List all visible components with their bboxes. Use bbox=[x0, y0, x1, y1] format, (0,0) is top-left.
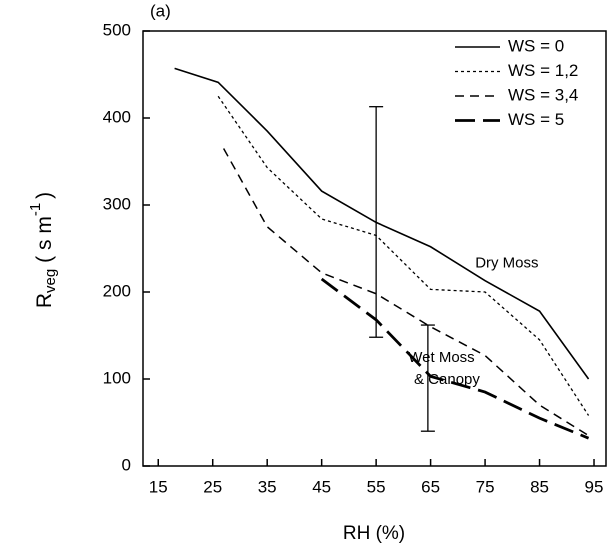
x-tick-label: 55 bbox=[367, 477, 386, 496]
y-tick-label: 200 bbox=[103, 281, 131, 300]
y-tick-label: 400 bbox=[103, 107, 131, 126]
x-tick-label: 35 bbox=[258, 477, 277, 496]
annotation: Dry Moss bbox=[475, 254, 538, 271]
x-tick-label: 15 bbox=[149, 477, 168, 496]
legend-label: WS = 5 bbox=[508, 110, 564, 129]
x-tick-label: 65 bbox=[421, 477, 440, 496]
y-label-sup: -1 bbox=[27, 203, 44, 216]
y-label-end: ) bbox=[33, 192, 56, 199]
y-tick-label: 300 bbox=[103, 194, 131, 213]
legend-label: WS = 1,2 bbox=[508, 61, 578, 80]
x-tick-label: 75 bbox=[476, 477, 495, 496]
x-tick-label: 85 bbox=[530, 477, 549, 496]
y-tick-label: 0 bbox=[122, 455, 131, 474]
annotation: & Canopy bbox=[414, 371, 480, 388]
y-label-rest: ( s m bbox=[33, 216, 56, 263]
panel-label: (a) bbox=[150, 1, 171, 20]
x-tick-label: 45 bbox=[312, 477, 331, 496]
x-tick-label: 95 bbox=[585, 477, 604, 496]
legend-label: WS = 3,4 bbox=[508, 85, 578, 104]
x-axis-label: RH (%) bbox=[343, 523, 405, 544]
y-tick-label: 500 bbox=[103, 20, 131, 39]
annotation: Wet Moss bbox=[408, 349, 474, 366]
plot-frame bbox=[142, 30, 607, 467]
x-tick-label: 25 bbox=[203, 477, 222, 496]
y-label-main: R bbox=[33, 293, 56, 308]
legend-label: WS = 0 bbox=[508, 36, 564, 55]
y-tick-label: 100 bbox=[103, 368, 131, 387]
series-line bbox=[222, 148, 589, 437]
y-axis-label: Rveg ( s m-1) bbox=[27, 192, 59, 308]
series-line bbox=[320, 277, 590, 440]
series-line bbox=[217, 95, 590, 416]
y-label-sub: veg bbox=[42, 269, 59, 293]
